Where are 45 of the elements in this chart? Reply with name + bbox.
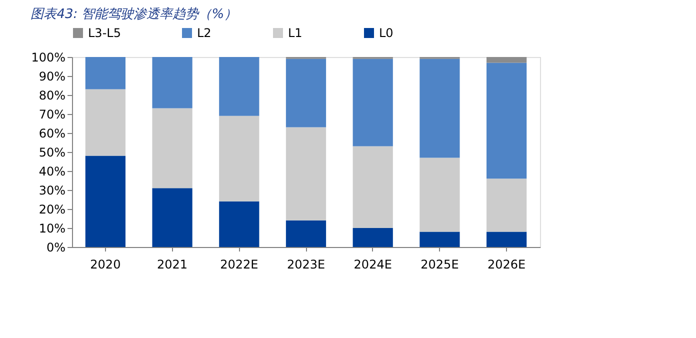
- bar: [152, 57, 192, 108]
- bar: [352, 146, 393, 228]
- bar: [286, 58, 326, 128]
- bar: [85, 57, 126, 90]
- bar: [420, 158, 460, 232]
- x-tick-label: 2026E: [488, 258, 526, 272]
- bar: [219, 57, 260, 116]
- bar: [352, 228, 393, 247]
- bar: [486, 62, 527, 179]
- y-tick-label: 50%: [38, 146, 66, 160]
- x-tick-label: 2024E: [354, 258, 392, 272]
- y-tick-label: 60%: [38, 126, 66, 140]
- y-tick-label: 10%: [38, 222, 66, 236]
- bar: [420, 232, 460, 247]
- y-tick-label: 40%: [38, 164, 66, 178]
- bar: [152, 188, 192, 247]
- bar: [486, 232, 527, 247]
- bar: [486, 178, 527, 232]
- legend-label: L1: [288, 26, 302, 40]
- bar: [286, 127, 326, 220]
- x-tick-label: 2023E: [286, 258, 326, 272]
- y-tick-label: 80%: [38, 88, 66, 102]
- legend-label: L0: [379, 26, 394, 40]
- bar: [85, 156, 126, 247]
- bar: [85, 89, 126, 156]
- legend-label: L3-L5: [88, 26, 121, 40]
- bar: [152, 108, 192, 188]
- bar: [486, 57, 527, 63]
- bar: [286, 220, 326, 247]
- bar: [219, 116, 260, 202]
- x-tick-label: 2025E: [420, 258, 459, 272]
- y-tick-label: 100%: [31, 50, 66, 64]
- bar: [352, 58, 393, 146]
- bar: [420, 58, 460, 158]
- y-tick-label: 90%: [38, 70, 66, 84]
- x-tick-label: 2020: [90, 258, 121, 272]
- y-tick-label: 30%: [38, 184, 66, 198]
- y-tick-label: 20%: [38, 202, 66, 216]
- legend-label: L2: [197, 26, 212, 40]
- y-tick-label: 0%: [46, 240, 66, 254]
- y-tick-label: 70%: [38, 108, 66, 122]
- chart-title: 图表43: 智能驾驶渗透率趋势（%）: [30, 6, 238, 22]
- x-tick-label: 2022E: [220, 258, 258, 272]
- x-tick-label: 2021: [157, 258, 188, 272]
- bar: [219, 201, 260, 247]
